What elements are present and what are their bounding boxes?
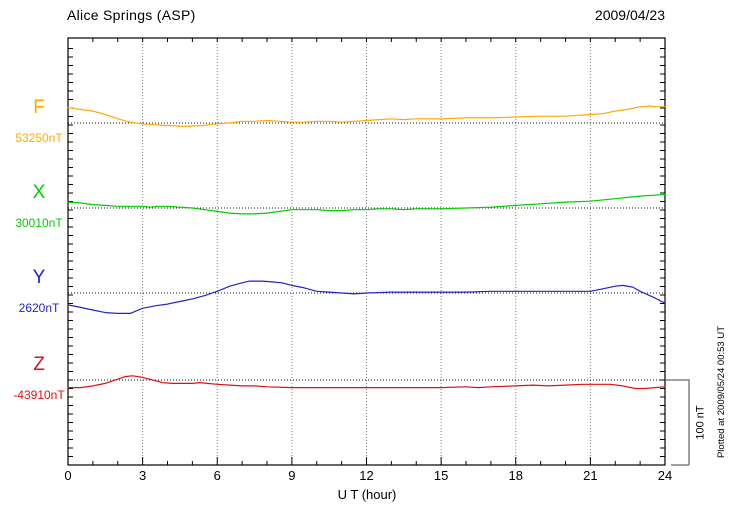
- trace-Z: [67, 375, 666, 390]
- series-letter-Z: Z: [33, 354, 45, 375]
- x-axis-label: U T (hour): [337, 487, 397, 502]
- x-tick-label-9: 9: [288, 468, 296, 483]
- observation-date: 2009/04/23: [594, 7, 665, 23]
- baselines: [68, 122, 665, 381]
- x-tick-label-18: 18: [508, 468, 523, 483]
- station-title: Alice Springs (ASP): [67, 7, 196, 23]
- x-tick-label-12: 12: [359, 468, 374, 483]
- x-tick-label-6: 6: [213, 468, 221, 483]
- plotted-at-note: Plotted at 2009/05/24 00:53 UT: [716, 325, 727, 459]
- scale-bar: [666, 379, 690, 466]
- scale-bar-label: 100 nT: [694, 405, 707, 440]
- axis-ticks: [67, 38, 666, 466]
- gridlines: [142, 38, 591, 465]
- series-baseline-value-Z: -43910nT: [13, 388, 65, 402]
- series-letter-F: F: [33, 97, 45, 118]
- series-baseline-value-X: 30010nT: [15, 216, 63, 230]
- series-baseline-value-F: 53250nT: [15, 131, 63, 145]
- x-tick-label-24: 24: [657, 468, 673, 483]
- x-tick-label-15: 15: [433, 468, 449, 483]
- trace-Y: [67, 280, 666, 314]
- series-baseline-value-Y: 2620nT: [18, 301, 60, 315]
- trace-X: [67, 193, 666, 215]
- series-letter-X: X: [32, 182, 46, 203]
- series-letter-Y: Y: [32, 267, 46, 288]
- x-tick-label-0: 0: [64, 468, 72, 483]
- x-tick-label-21: 21: [583, 468, 598, 483]
- trace-F: [67, 105, 666, 128]
- x-tick-label-3: 3: [139, 468, 147, 483]
